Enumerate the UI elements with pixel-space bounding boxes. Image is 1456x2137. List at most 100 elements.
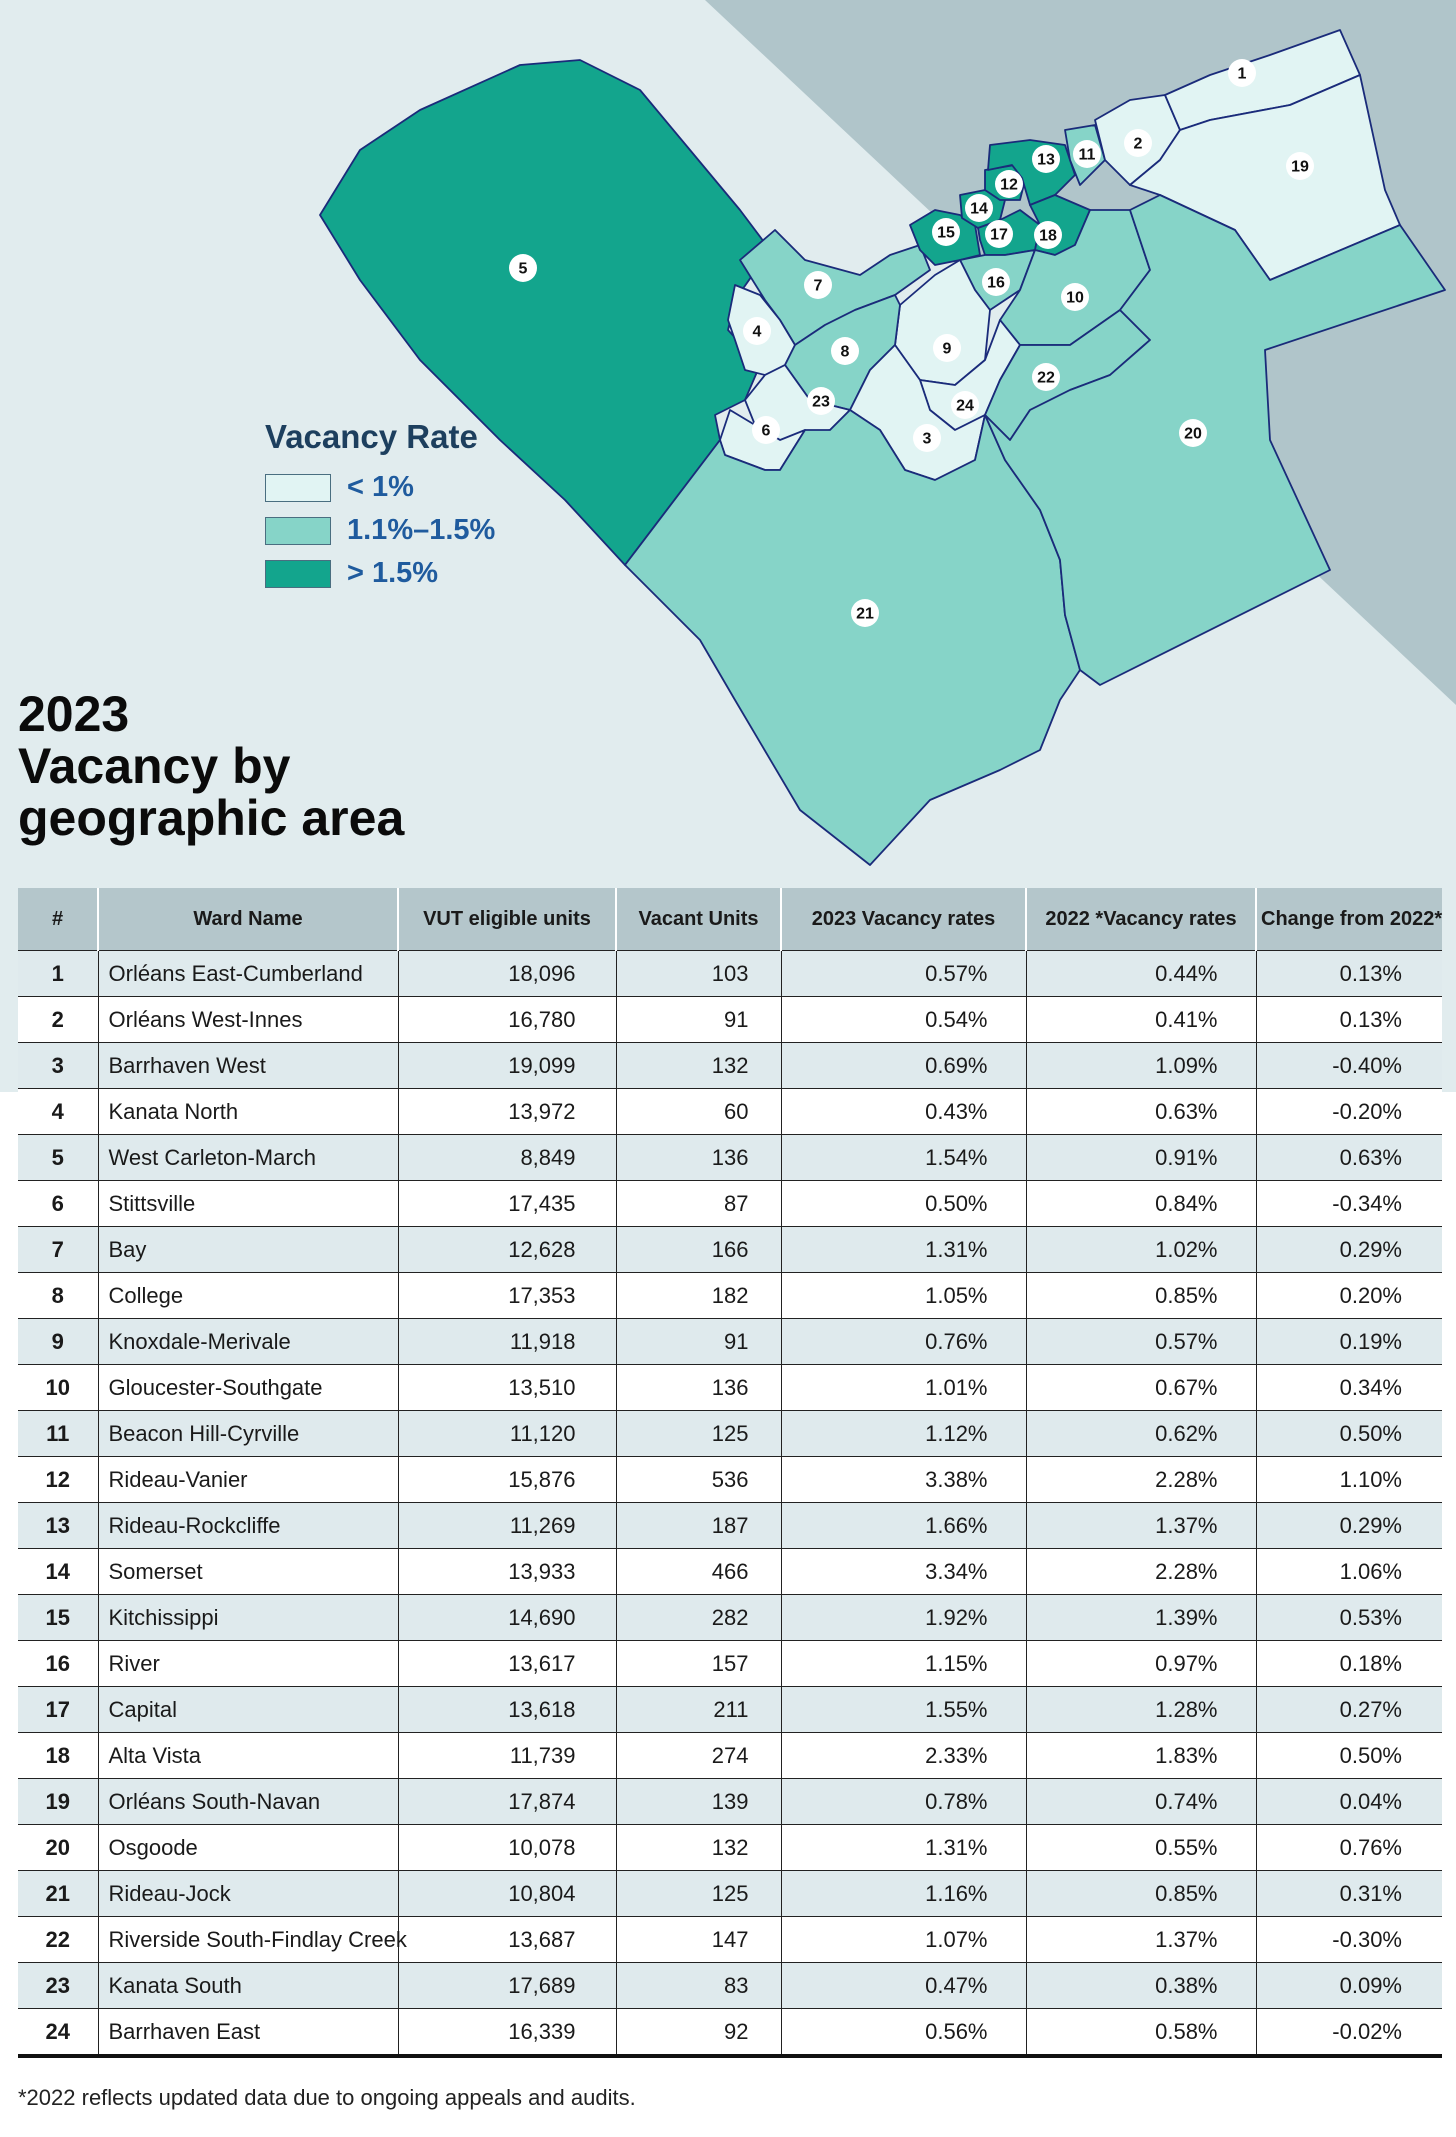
cell-2023-rate: 1.15% [780, 1640, 1026, 1687]
col-header-2023-rate: 2023 Vacancy rates [780, 888, 1026, 951]
cell-2022-rate: 0.41% [1025, 996, 1256, 1043]
table-row: 11 Beacon Hill-Cyrville 11,120 125 1.12% 0.62… [18, 1410, 1442, 1457]
table-row: 10 Gloucester-Southgate 13,510 136 1.01% 0.67… [18, 1364, 1442, 1411]
cell-vacant-units: 282 [615, 1594, 781, 1641]
cell-change: 0.27% [1255, 1686, 1442, 1733]
cell-ward-number: 9 [18, 1318, 98, 1365]
ward-label-text: 13 [1037, 152, 1055, 169]
table-row: 24 Barrhaven East 16,339 92 0.56% 0.58% -0.02% [18, 2008, 1442, 2056]
legend-item-mid: 1.1%–1.5% [265, 509, 495, 552]
table-row: 8 College 17,353 182 1.05% 0.85% 0.20% [18, 1272, 1442, 1319]
ward-label-18: 18 [1034, 221, 1062, 249]
cell-ward-name: Barrhaven East [97, 2008, 398, 2056]
cell-eligible-units: 8,849 [397, 1134, 616, 1181]
cell-eligible-units: 16,339 [397, 2008, 616, 2056]
cell-2023-rate: 1.92% [780, 1594, 1026, 1641]
cell-change: 0.20% [1255, 1272, 1442, 1319]
cell-2023-rate: 3.38% [780, 1456, 1026, 1503]
table-row: 17 Capital 13,618 211 1.55% 1.28% 0.27% [18, 1686, 1442, 1733]
ward-label-text: 7 [814, 278, 823, 295]
col-header-change: Change from 2022* [1255, 888, 1442, 951]
cell-2022-rate: 0.63% [1025, 1088, 1256, 1135]
cell-change: 0.63% [1255, 1134, 1442, 1181]
cell-change: 0.18% [1255, 1640, 1442, 1687]
cell-eligible-units: 12,628 [397, 1226, 616, 1273]
ward-label-1: 1 [1228, 59, 1256, 87]
cell-ward-number: 21 [18, 1870, 98, 1917]
cell-vacant-units: 536 [615, 1456, 781, 1503]
cell-2022-rate: 0.57% [1025, 1318, 1256, 1365]
ward-label-8: 8 [831, 337, 859, 365]
cell-ward-number: 4 [18, 1088, 98, 1135]
cell-ward-number: 16 [18, 1640, 98, 1687]
ward-label-11: 11 [1073, 140, 1101, 168]
cell-2022-rate: 1.09% [1025, 1042, 1256, 1089]
cell-ward-number: 3 [18, 1042, 98, 1089]
cell-vacant-units: 274 [615, 1732, 781, 1779]
cell-2022-rate: 2.28% [1025, 1456, 1256, 1503]
cell-eligible-units: 17,874 [397, 1778, 616, 1825]
cell-eligible-units: 18,096 [397, 950, 616, 997]
cell-2023-rate: 0.76% [780, 1318, 1026, 1365]
legend-swatch-high [265, 559, 331, 588]
cell-change: 0.34% [1255, 1364, 1442, 1411]
ward-label-14: 14 [965, 194, 993, 222]
page-title-line2: Vacancy by [18, 738, 291, 794]
legend-title: Vacancy Rate [265, 418, 478, 455]
cell-ward-name: Kanata North [97, 1088, 398, 1135]
cell-ward-name: Stittsville [97, 1180, 398, 1227]
cell-vacant-units: 132 [615, 1042, 781, 1089]
cell-2023-rate: 0.69% [780, 1042, 1026, 1089]
cell-2023-rate: 2.33% [780, 1732, 1026, 1779]
cell-2022-rate: 1.83% [1025, 1732, 1256, 1779]
cell-2023-rate: 1.31% [780, 1824, 1026, 1871]
cell-vacant-units: 147 [615, 1916, 781, 1963]
cell-vacant-units: 166 [615, 1226, 781, 1273]
ward-label-text: 10 [1066, 290, 1084, 307]
ward-label-15: 15 [932, 218, 960, 246]
table-row: 16 River 13,617 157 1.15% 0.97% 0.18% [18, 1640, 1442, 1687]
cell-change: 0.50% [1255, 1732, 1442, 1779]
cell-change: -0.34% [1255, 1180, 1442, 1227]
cell-ward-name: Kitchissippi [97, 1594, 398, 1641]
legend-item-low: < 1% [265, 466, 495, 509]
legend-label-high: > 1.5% [347, 557, 439, 589]
cell-ward-number: 12 [18, 1456, 98, 1503]
cell-2023-rate: 1.16% [780, 1870, 1026, 1917]
cell-vacant-units: 466 [615, 1548, 781, 1595]
cell-ward-number: 10 [18, 1364, 98, 1411]
ward-label-text: 17 [990, 227, 1008, 244]
cell-vacant-units: 187 [615, 1502, 781, 1549]
table-row: 20 Osgoode 10,078 132 1.31% 0.55% 0.76% [18, 1824, 1442, 1871]
cell-change: 0.29% [1255, 1226, 1442, 1273]
ward-label-17: 17 [985, 220, 1013, 248]
cell-vacant-units: 211 [615, 1686, 781, 1733]
cell-change: 0.76% [1255, 1824, 1442, 1871]
cell-ward-name: Orléans West-Innes [97, 996, 398, 1043]
cell-2022-rate: 0.85% [1025, 1272, 1256, 1319]
ward-label-5: 5 [509, 254, 537, 282]
cell-change: 0.19% [1255, 1318, 1442, 1365]
cell-ward-number: 11 [18, 1410, 98, 1457]
cell-change: 0.13% [1255, 996, 1442, 1043]
cell-change: 0.29% [1255, 1502, 1442, 1549]
cell-2023-rate: 0.78% [780, 1778, 1026, 1825]
ward-label-text: 9 [943, 341, 952, 358]
cell-vacant-units: 136 [615, 1364, 781, 1411]
cell-2022-rate: 2.28% [1025, 1548, 1256, 1595]
cell-2022-rate: 1.02% [1025, 1226, 1256, 1273]
cell-vacant-units: 182 [615, 1272, 781, 1319]
cell-eligible-units: 10,078 [397, 1824, 616, 1871]
table-row: 12 Rideau-Vanier 15,876 536 3.38% 2.28% 1.10% [18, 1456, 1442, 1503]
table-row: 18 Alta Vista 11,739 274 2.33% 1.83% 0.50% [18, 1732, 1442, 1779]
cell-eligible-units: 17,353 [397, 1272, 616, 1319]
cell-ward-number: 15 [18, 1594, 98, 1641]
vacancy-table: # Ward Name VUT eligible units Vacant Un… [18, 888, 1442, 2058]
cell-ward-number: 19 [18, 1778, 98, 1825]
cell-2022-rate: 0.38% [1025, 1962, 1256, 2009]
cell-2022-rate: 1.37% [1025, 1502, 1256, 1549]
cell-ward-name: Barrhaven West [97, 1042, 398, 1089]
cell-ward-name: Rideau-Rockcliffe [97, 1502, 398, 1549]
page-title: 2023 Vacancy by geographic area [18, 688, 538, 844]
col-header-vacant-units: Vacant Units [615, 888, 781, 951]
